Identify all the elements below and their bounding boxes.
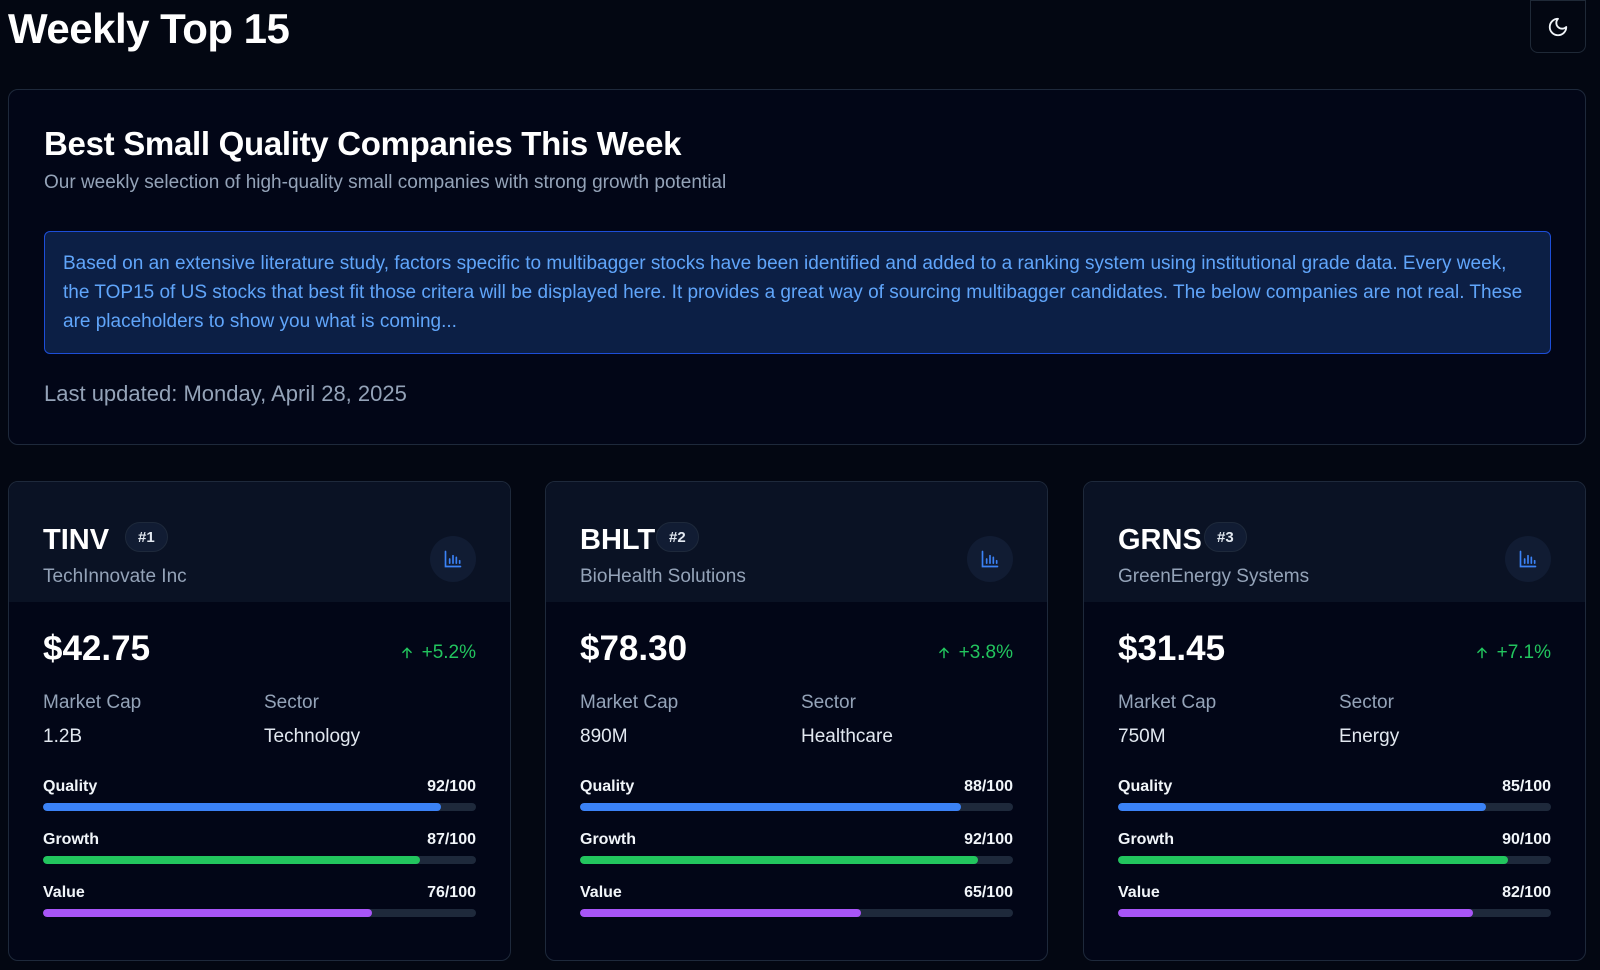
ticker-symbol: GRNS xyxy=(1118,524,1202,556)
sector-label: Sector xyxy=(801,692,856,713)
bar-chart-icon xyxy=(1519,550,1537,568)
growth-score: 90/100 xyxy=(1502,831,1551,848)
quality-score: 92/100 xyxy=(427,778,476,795)
growth-bar-track xyxy=(43,856,476,864)
quality-metric: Quality 88/100 xyxy=(580,778,1013,818)
sector-label: Sector xyxy=(1339,692,1394,713)
quality-label: Quality xyxy=(580,778,635,795)
quality-label: Quality xyxy=(43,778,98,795)
market-cap-value: 890M xyxy=(580,726,628,747)
company-name: BioHealth Solutions xyxy=(580,566,746,587)
intro-subheading: Our weekly selection of high-quality sma… xyxy=(44,172,727,193)
market-cap-label: Market Cap xyxy=(1118,692,1217,713)
market-cap-label: Market Cap xyxy=(580,692,679,713)
growth-metric: Growth 90/100 xyxy=(1118,831,1551,871)
quality-bar xyxy=(1118,803,1487,811)
ticker-symbol: TINV xyxy=(43,524,110,556)
card-header xyxy=(546,482,1047,602)
price-change: +5.2% xyxy=(400,642,476,664)
value-label: Value xyxy=(580,884,622,901)
intro-card: Best Small Quality Companies This Week O… xyxy=(8,89,1586,445)
growth-bar xyxy=(580,856,979,864)
company-name: GreenEnergy Systems xyxy=(1118,566,1310,587)
growth-label: Growth xyxy=(43,831,99,848)
value-bar xyxy=(1118,909,1474,917)
view-chart-button[interactable] xyxy=(430,536,476,582)
quality-bar xyxy=(43,803,442,811)
moon-icon xyxy=(1548,17,1568,36)
arrow-up-icon xyxy=(1476,647,1487,659)
sector-value: Technology xyxy=(264,726,361,747)
arrow-up-icon xyxy=(938,647,949,659)
stock-card[interactable]: BHLT #2 BioHealth Solutions $78.30 +3.8%… xyxy=(545,481,1048,961)
bar-chart-icon xyxy=(981,550,999,568)
theme-toggle-button[interactable] xyxy=(1530,0,1586,53)
market-cap-label: Market Cap xyxy=(43,692,142,713)
growth-label: Growth xyxy=(580,831,636,848)
growth-bar xyxy=(1118,856,1508,864)
rank-badge: #1 xyxy=(125,522,168,552)
stock-card[interactable]: GRNS #3 GreenEnergy Systems $31.45 +7.1%… xyxy=(1083,481,1586,961)
value-label: Value xyxy=(43,884,85,901)
value-score: 65/100 xyxy=(964,884,1013,901)
quality-score: 88/100 xyxy=(964,778,1013,795)
price-change: +7.1% xyxy=(1475,642,1551,664)
info-notice: Based on an extensive literature study, … xyxy=(44,231,1551,354)
card-header xyxy=(1084,482,1585,602)
rank-badge: #3 xyxy=(1204,522,1247,552)
rank-badge: #2 xyxy=(656,522,699,552)
value-bar xyxy=(580,909,862,917)
company-name: TechInnovate Inc xyxy=(43,566,187,587)
value-score: 76/100 xyxy=(427,884,476,901)
value-metric: Value 65/100 xyxy=(580,884,1013,924)
value-bar-track xyxy=(1118,909,1551,917)
growth-metric: Growth 87/100 xyxy=(43,831,476,871)
sector-value: Energy xyxy=(1339,726,1400,747)
sector-label: Sector xyxy=(264,692,319,713)
growth-score: 92/100 xyxy=(964,831,1013,848)
stock-price: $42.75 xyxy=(43,629,151,668)
growth-bar-track xyxy=(1118,856,1551,864)
price-change-value: +3.8% xyxy=(958,642,1013,663)
growth-score: 87/100 xyxy=(427,831,476,848)
card-header xyxy=(9,482,510,602)
sector-value: Healthcare xyxy=(801,726,893,747)
quality-metric: Quality 85/100 xyxy=(1118,778,1551,818)
value-bar xyxy=(43,909,373,917)
value-metric: Value 76/100 xyxy=(43,884,476,924)
value-metric: Value 82/100 xyxy=(1118,884,1551,924)
value-label: Value xyxy=(1118,884,1160,901)
growth-bar-track xyxy=(580,856,1013,864)
page-title: Weekly Top 15 xyxy=(8,5,290,52)
last-updated-text: Last updated: Monday, April 28, 2025 xyxy=(44,381,407,406)
growth-bar xyxy=(43,856,420,864)
stock-price: $31.45 xyxy=(1118,629,1226,668)
quality-metric: Quality 92/100 xyxy=(43,778,476,818)
quality-bar-track xyxy=(43,803,476,811)
quality-label: Quality xyxy=(1118,778,1173,795)
intro-heading: Best Small Quality Companies This Week xyxy=(44,125,682,162)
ticker-symbol: BHLT xyxy=(580,524,656,556)
value-bar-track xyxy=(43,909,476,917)
market-cap-value: 1.2B xyxy=(43,726,83,747)
value-bar-track xyxy=(580,909,1013,917)
value-score: 82/100 xyxy=(1502,884,1551,901)
quality-score: 85/100 xyxy=(1502,778,1551,795)
view-chart-button[interactable] xyxy=(1505,536,1551,582)
quality-bar xyxy=(580,803,962,811)
price-change: +3.8% xyxy=(937,642,1013,664)
growth-metric: Growth 92/100 xyxy=(580,831,1013,871)
bar-chart-icon xyxy=(444,550,462,568)
price-change-value: +5.2% xyxy=(421,642,476,663)
price-change-value: +7.1% xyxy=(1496,642,1551,663)
arrow-up-icon xyxy=(401,647,412,659)
quality-bar-track xyxy=(580,803,1013,811)
quality-bar-track xyxy=(1118,803,1551,811)
growth-label: Growth xyxy=(1118,831,1174,848)
market-cap-value: 750M xyxy=(1118,726,1166,747)
stock-price: $78.30 xyxy=(580,629,688,668)
stock-card[interactable]: TINV #1 TechInnovate Inc $42.75 +5.2% Ma… xyxy=(8,481,511,961)
view-chart-button[interactable] xyxy=(967,536,1013,582)
